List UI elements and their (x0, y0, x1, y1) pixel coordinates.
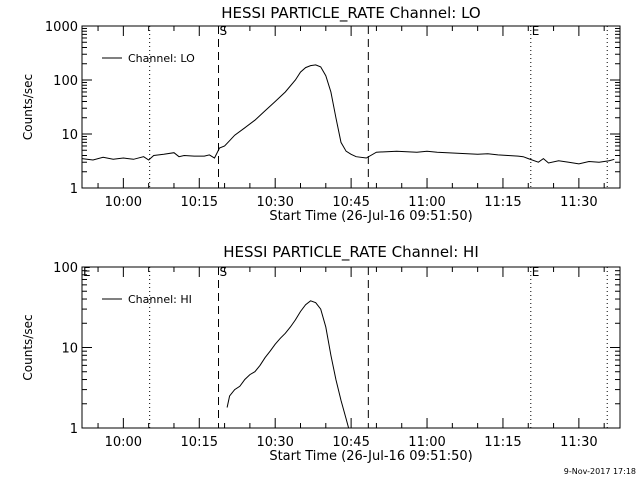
x-axis-label: Start Time (26-Jul-16 09:51:50) (269, 449, 472, 464)
series-line (226, 300, 350, 429)
marker-label: E (83, 265, 91, 279)
x-tick-label: 11:15 (484, 435, 521, 450)
plot-frame (81, 25, 621, 189)
x-tick-label: 10:30 (256, 195, 293, 210)
x-tick-label: 10:00 (105, 435, 142, 450)
y-tick-label: 1 (70, 182, 78, 197)
x-tick-label: 10:15 (181, 195, 218, 210)
marker-label: E (532, 265, 540, 279)
chart-hi-channel: HESSI PARTICLE_RATE Channel: HI Counts/se… (21, 243, 621, 464)
x-tick-label: 10:00 (105, 195, 142, 210)
y-tick-label: 10 (61, 342, 78, 357)
chart-title: HESSI PARTICLE_RATE Channel: HI (223, 243, 479, 262)
chart-lo-channel: HESSI PARTICLE_RATE Channel: LO Counts/se… (21, 4, 621, 224)
x-tick-label: 11:30 (560, 435, 597, 450)
x-tick-label: 10:15 (181, 435, 218, 450)
x-tick-label: 10:45 (332, 195, 369, 210)
y-tick-label: 100 (53, 74, 78, 89)
y-tick-label: 1 (70, 422, 78, 437)
x-tick-label: 10:30 (256, 435, 293, 450)
y-axis-label: Counts/sec (21, 74, 35, 140)
marker-label: E (532, 24, 540, 38)
x-tick-label: 10:45 (332, 435, 369, 450)
x-tick-label: 11:30 (560, 195, 597, 210)
legend-label: Channel: LO (128, 52, 195, 65)
plot-frame (81, 266, 621, 429)
x-tick-label: 11:00 (408, 435, 445, 450)
legend-label: Channel: HI (128, 293, 192, 306)
marker-label: S (220, 24, 228, 38)
y-axis-label: Counts/sec (21, 314, 35, 380)
y-tick-label: 100 (53, 261, 78, 276)
x-tick-label: 11:00 (408, 195, 445, 210)
marker-label: S (220, 265, 228, 279)
series-line (81, 64, 615, 165)
chart-title: HESSI PARTICLE_RATE Channel: LO (221, 4, 480, 23)
y-tick-label: 10 (61, 128, 78, 143)
y-tick-label: 1000 (45, 20, 78, 35)
x-tick-label: 11:15 (484, 195, 521, 210)
x-axis-label: Start Time (26-Jul-16 09:51:50) (269, 209, 472, 224)
footer-timestamp: 9-Nov-2017 17:18 (563, 467, 636, 476)
